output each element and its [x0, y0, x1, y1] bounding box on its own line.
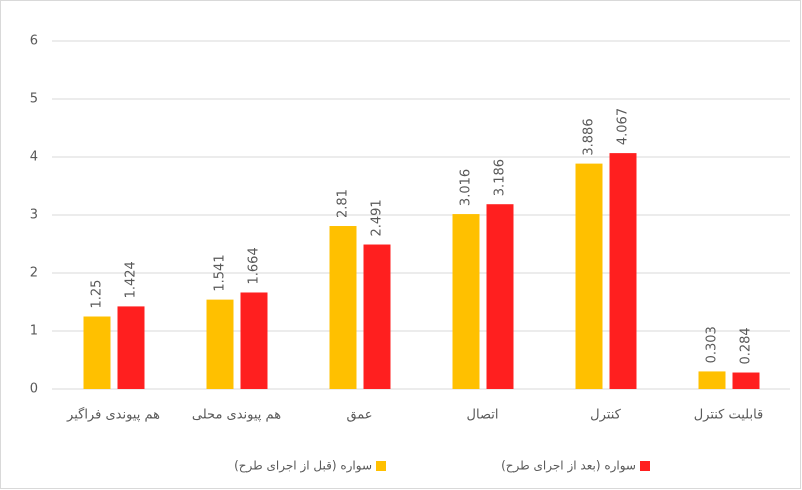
bar — [330, 226, 357, 389]
data-label: 3.886 — [582, 118, 597, 155]
legend-marker — [640, 461, 650, 471]
data-label: 2.491 — [370, 199, 385, 236]
data-label: 2.81 — [336, 189, 351, 218]
bar — [610, 153, 637, 389]
y-tick-label: 4 — [30, 150, 38, 165]
x-tick-label: کنترل — [590, 408, 621, 423]
data-label: 1.424 — [124, 261, 139, 298]
y-tick-label: 1 — [30, 324, 38, 339]
data-label: 0.284 — [739, 327, 754, 364]
bar — [84, 317, 111, 390]
bar — [733, 373, 760, 389]
y-tick-label: 3 — [30, 208, 38, 223]
data-label: 1.541 — [213, 254, 228, 291]
data-label: 1.664 — [247, 247, 262, 284]
x-tick-label: قابلیت کنترل — [694, 408, 764, 423]
y-tick-label: 2 — [30, 266, 38, 281]
data-label: 4.067 — [616, 108, 631, 145]
bar — [453, 214, 480, 389]
bar — [118, 306, 145, 389]
bar — [576, 164, 603, 389]
y-tick-label: 6 — [30, 34, 38, 49]
y-tick-label: 5 — [30, 92, 38, 107]
data-label: 1.25 — [90, 280, 105, 309]
y-tick-label: 0 — [30, 382, 38, 397]
chart: 0 1 2 3 4 5 6 هم پیوندی فراگیر 1.25 1.424 هم پیوند… — [0, 0, 802, 490]
legend-label: سواره (بعد از اجرای طرح) — [501, 459, 636, 474]
bar — [364, 245, 391, 389]
data-label: 3.016 — [459, 169, 474, 206]
data-label: 0.303 — [705, 326, 720, 363]
x-tick-label: عمق — [346, 408, 372, 423]
x-tick-label: هم پیوندی محلی — [192, 408, 281, 423]
bar — [207, 300, 234, 389]
x-tick-label: هم پیوندی فراگیر — [66, 407, 160, 423]
x-tick-label: اتصال — [467, 408, 499, 423]
bar — [487, 204, 514, 389]
legend-label: سواره (قبل از اجرای طرح) — [234, 459, 372, 474]
bar — [241, 292, 268, 389]
bar — [699, 371, 726, 389]
data-label: 3.186 — [493, 159, 508, 196]
legend-marker — [376, 461, 386, 471]
